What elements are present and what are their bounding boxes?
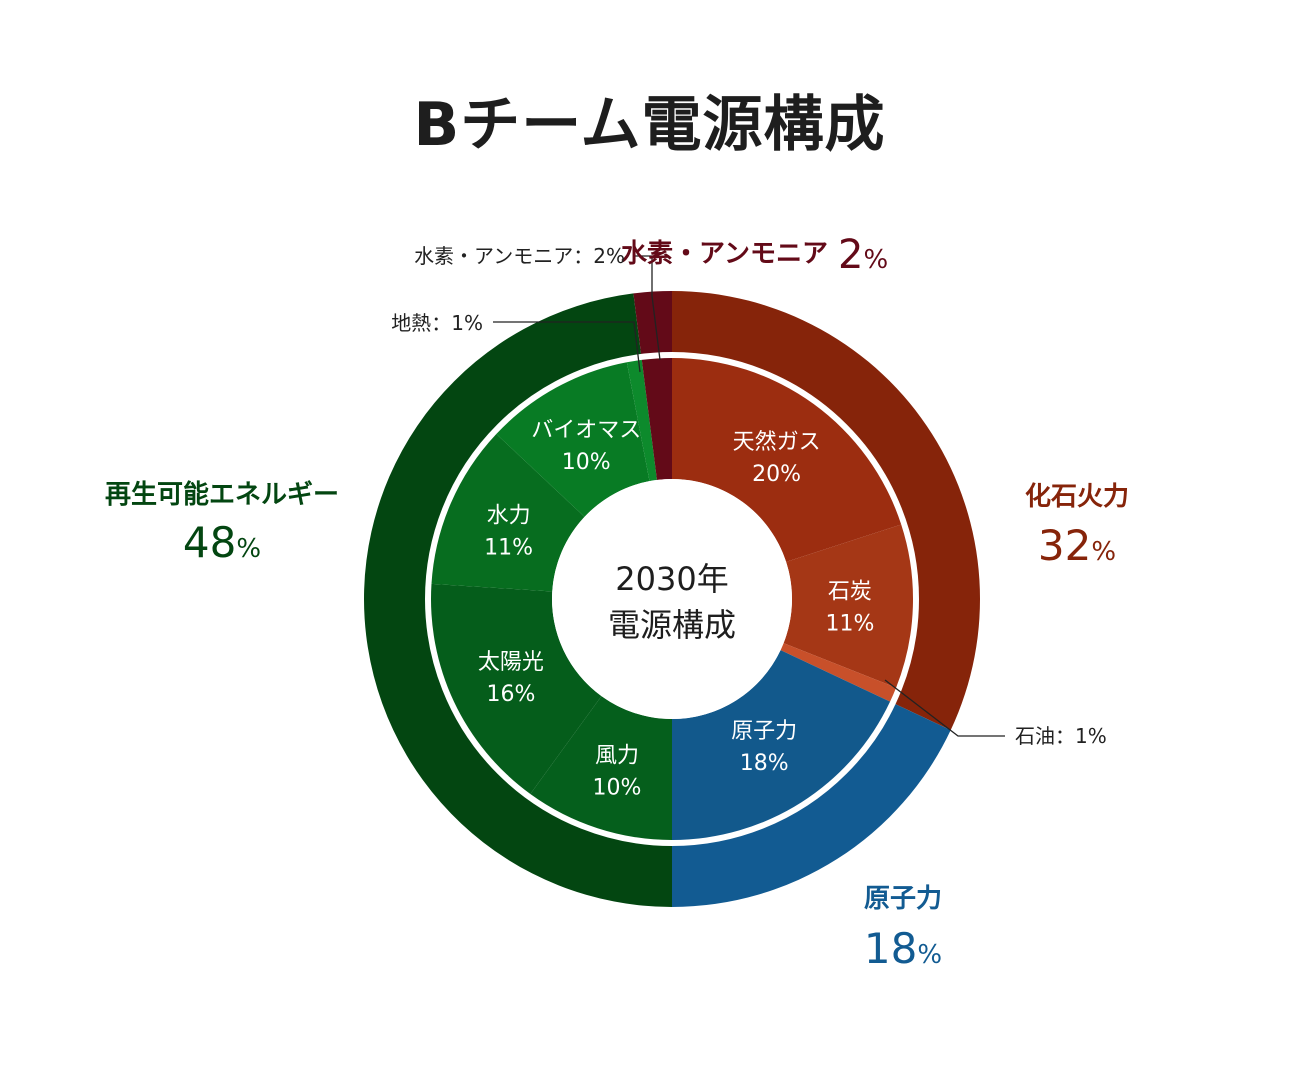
inner-slice-0 bbox=[672, 358, 902, 562]
inner-label-value-1: 11% bbox=[825, 612, 874, 637]
outer-label-unit-3: % bbox=[863, 245, 888, 275]
inner-label-name-7: バイオマス bbox=[531, 418, 641, 443]
inner-slice-9 bbox=[641, 358, 672, 480]
inner-label-name-0: 天然ガス bbox=[733, 430, 821, 455]
callout-leader-1 bbox=[493, 321, 641, 373]
inner-label-value-0: 20% bbox=[752, 462, 801, 487]
outer-label-name-1: 原子力 bbox=[864, 884, 942, 914]
inner-label-value-4: 10% bbox=[593, 775, 642, 800]
inner-slice-3 bbox=[672, 650, 891, 840]
outer-label-unit-1: % bbox=[917, 940, 942, 970]
inner-slice-6 bbox=[431, 434, 585, 592]
inner-label-name-1: 石炭 bbox=[828, 580, 872, 605]
outer-label-value-0: 32% bbox=[1038, 521, 1116, 570]
inner-label-value-3: 18% bbox=[740, 751, 789, 776]
center-hole bbox=[552, 479, 792, 719]
chart-title: Bチーム電源構成 bbox=[413, 90, 886, 160]
inner-label-value-5: 16% bbox=[486, 682, 535, 707]
outer-label-value-1: 18% bbox=[864, 924, 942, 973]
outer-label-name-0: 化石火力 bbox=[1025, 482, 1129, 512]
inner-slice-5 bbox=[431, 583, 602, 794]
outer-slice-2 bbox=[364, 293, 672, 907]
outer-slice-3 bbox=[633, 291, 672, 357]
inner-slice-7 bbox=[496, 362, 650, 517]
center-label-line2: 電源構成 bbox=[608, 606, 736, 644]
inner-label-name-6: 水力 bbox=[487, 503, 531, 528]
inner-slice-1 bbox=[783, 524, 914, 688]
ring-separator bbox=[425, 352, 919, 846]
callout-label-0: 水素・アンモニア：2% bbox=[414, 244, 625, 268]
outer-label-unit-0: % bbox=[1091, 537, 1116, 567]
outer-label-value-2: 48% bbox=[183, 518, 261, 567]
center-label-line1: 2030年 bbox=[615, 560, 728, 598]
outer-slice-0 bbox=[672, 291, 980, 731]
outer-label-value-3: 2% bbox=[838, 232, 888, 278]
inner-label-value-6: 11% bbox=[484, 535, 533, 560]
inner-label-name-4: 風力 bbox=[595, 743, 639, 768]
inner-slice-8 bbox=[626, 359, 657, 482]
outer-label-name-3: 水素・アンモニア bbox=[621, 239, 828, 269]
callout-label-2: 石油：1% bbox=[1015, 724, 1107, 748]
callout-leader-0 bbox=[633, 255, 661, 361]
outer-label-unit-2: % bbox=[236, 534, 261, 564]
inner-slice-4 bbox=[530, 696, 672, 840]
inner-slice-2 bbox=[780, 643, 897, 702]
callout-leader-2 bbox=[884, 679, 1005, 737]
outer-slice-1 bbox=[672, 702, 951, 907]
inner-label-value-7: 10% bbox=[562, 450, 611, 475]
outer-label-name-2: 再生可能エネルギー bbox=[105, 479, 339, 510]
callout-label-1: 地熱：1% bbox=[391, 311, 483, 335]
inner-label-name-3: 原子力 bbox=[731, 719, 797, 744]
inner-label-name-5: 太陽光 bbox=[478, 650, 544, 675]
